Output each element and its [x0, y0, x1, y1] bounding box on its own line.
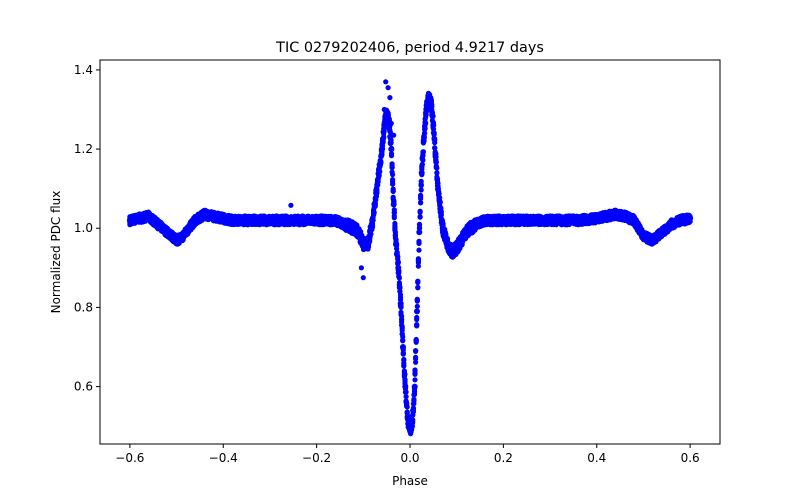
data-point	[399, 313, 405, 319]
data-point	[414, 323, 420, 329]
data-point	[420, 149, 426, 155]
scatter-points	[126, 79, 694, 437]
data-point	[368, 231, 374, 237]
data-point	[399, 319, 405, 325]
data-point	[415, 285, 421, 291]
data-point	[412, 367, 418, 373]
data-point	[395, 260, 401, 266]
data-point	[392, 226, 398, 232]
data-point	[404, 404, 410, 410]
data-point	[377, 169, 383, 175]
data-point	[415, 279, 421, 286]
data-point	[391, 207, 397, 213]
data-point	[420, 157, 426, 163]
data-point	[418, 200, 424, 206]
data-point	[422, 126, 428, 132]
data-point	[390, 178, 396, 185]
data-point	[416, 247, 422, 253]
data-point	[413, 338, 419, 344]
data-point	[434, 170, 440, 176]
data-point	[440, 221, 446, 227]
data-point	[412, 377, 418, 383]
data-point	[400, 334, 406, 340]
data-point	[401, 362, 407, 368]
data-point	[415, 263, 421, 269]
data-point	[399, 324, 405, 330]
data-point	[413, 354, 419, 360]
data-point	[388, 140, 394, 146]
data-point	[380, 139, 386, 145]
data-point	[417, 214, 423, 220]
data-point	[390, 172, 396, 178]
data-point	[432, 137, 438, 143]
data-point	[432, 145, 438, 151]
data-point	[391, 213, 397, 219]
data-point	[414, 303, 420, 309]
data-point	[411, 389, 418, 395]
data-point	[414, 297, 420, 304]
data-point	[431, 132, 437, 138]
data-point	[437, 199, 443, 205]
data-point	[415, 256, 421, 262]
data-point	[411, 398, 417, 404]
data-point	[423, 120, 429, 126]
data-point	[438, 212, 444, 218]
data-point	[413, 359, 419, 365]
data-point	[430, 113, 436, 119]
data-point	[418, 178, 424, 184]
data-point	[403, 394, 409, 400]
data-point	[400, 338, 406, 344]
data-point	[418, 187, 424, 193]
data-point	[402, 371, 408, 377]
data-point	[434, 165, 440, 171]
data-point	[418, 196, 424, 202]
data-point	[396, 275, 402, 281]
data-point	[394, 246, 400, 252]
data-point	[410, 409, 416, 415]
data-point	[403, 389, 409, 395]
data-point	[414, 316, 420, 323]
data-point	[374, 188, 380, 194]
data-point	[434, 176, 441, 182]
data-point	[401, 356, 407, 363]
data-point	[413, 348, 419, 354]
data-point	[433, 159, 439, 165]
data-point	[410, 405, 416, 411]
data-point	[417, 209, 423, 215]
data-point	[397, 285, 403, 291]
data-point	[416, 238, 422, 244]
data-point	[372, 201, 378, 207]
data-point	[388, 151, 395, 157]
data-point	[419, 161, 425, 167]
data-point	[395, 253, 401, 260]
data-point	[390, 186, 396, 192]
data-point	[378, 160, 384, 166]
data-point	[402, 377, 408, 383]
data-point	[444, 236, 451, 242]
data-point	[400, 351, 406, 357]
data-point	[389, 165, 395, 171]
data-point	[371, 210, 377, 216]
data-point	[437, 195, 443, 201]
data-point	[412, 371, 418, 377]
data-point	[436, 191, 442, 197]
data-point	[369, 224, 376, 230]
data-point	[392, 232, 398, 238]
